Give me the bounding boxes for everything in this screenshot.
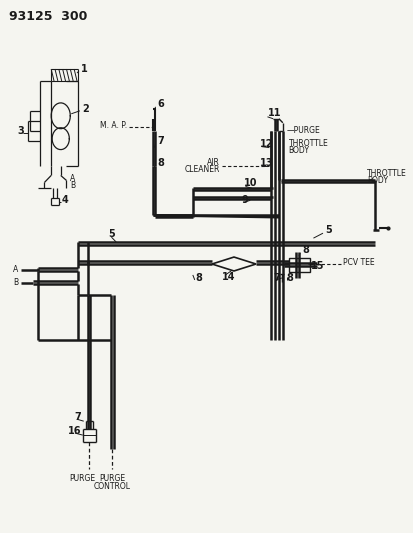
Text: A: A — [70, 174, 76, 183]
Text: —PURGE: —PURGE — [286, 126, 320, 135]
Text: 4: 4 — [62, 196, 68, 205]
Text: 1: 1 — [81, 64, 88, 74]
Text: 9: 9 — [241, 196, 248, 205]
Text: PURGE: PURGE — [69, 474, 95, 483]
Text: 10: 10 — [243, 179, 256, 189]
Text: 14: 14 — [221, 272, 235, 282]
Text: 13: 13 — [259, 158, 273, 167]
Text: THROTTLE: THROTTLE — [366, 169, 406, 178]
Text: 6: 6 — [157, 99, 164, 109]
Text: 8: 8 — [301, 245, 308, 255]
Text: 7: 7 — [74, 412, 81, 422]
Text: 12: 12 — [259, 139, 273, 149]
Text: PCV TEE: PCV TEE — [342, 257, 374, 266]
Text: M. A. P.: M. A. P. — [100, 121, 127, 130]
Text: 16: 16 — [68, 426, 82, 436]
Text: AIR: AIR — [206, 158, 219, 167]
Text: 8: 8 — [195, 273, 202, 283]
Text: 8: 8 — [157, 158, 164, 167]
Text: THROTTLE: THROTTLE — [288, 139, 328, 148]
Text: 8: 8 — [286, 273, 293, 283]
Text: 2: 2 — [82, 104, 88, 114]
Text: 5: 5 — [108, 229, 115, 239]
Text: A: A — [13, 265, 18, 274]
Text: 7: 7 — [157, 136, 164, 146]
Text: BODY: BODY — [366, 176, 387, 185]
Text: B: B — [70, 181, 75, 190]
Text: BODY: BODY — [288, 146, 309, 155]
Text: 15: 15 — [310, 261, 323, 271]
Text: CLEANER: CLEANER — [184, 165, 219, 174]
Text: B: B — [13, 278, 18, 287]
Text: 93125  300: 93125 300 — [9, 10, 87, 23]
Text: 3: 3 — [18, 126, 24, 136]
Text: 7: 7 — [273, 273, 279, 283]
Text: 5: 5 — [324, 225, 331, 235]
Text: 11: 11 — [267, 108, 280, 118]
Text: CONTROL: CONTROL — [94, 482, 131, 491]
Text: PURGE: PURGE — [99, 474, 125, 483]
